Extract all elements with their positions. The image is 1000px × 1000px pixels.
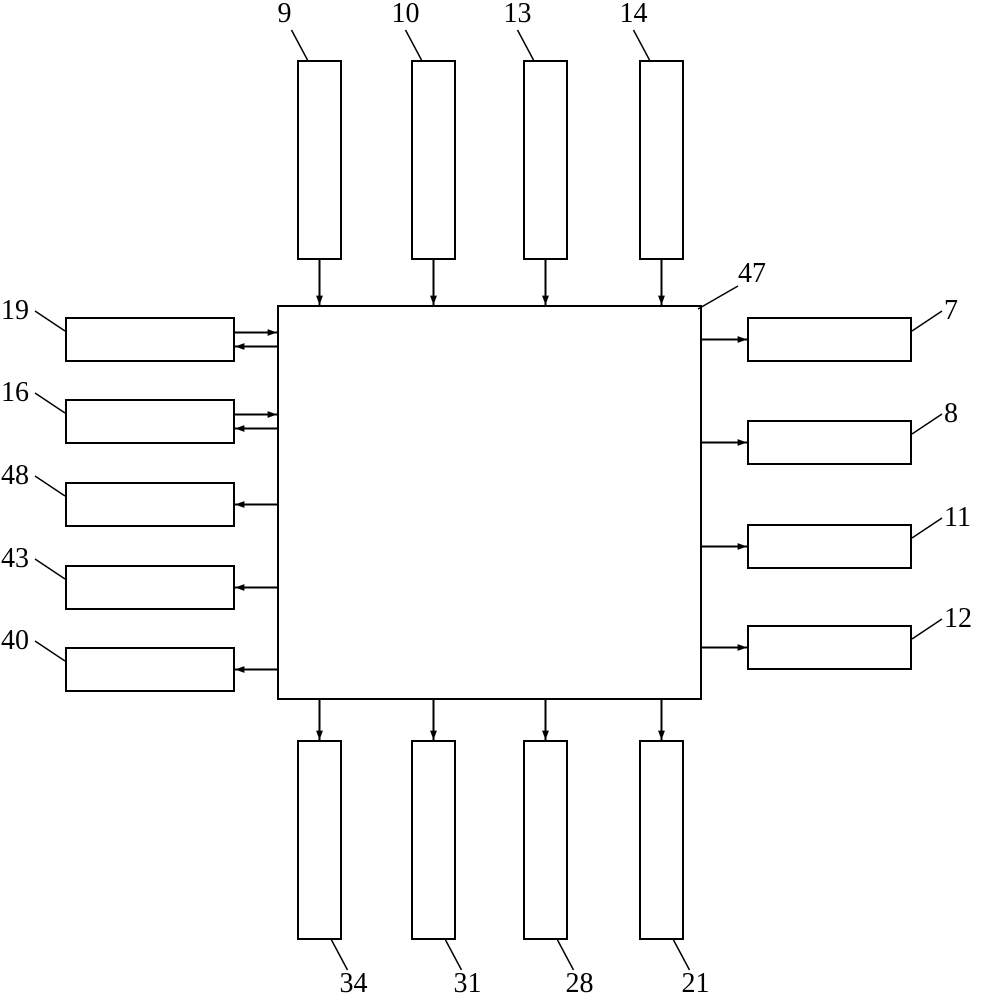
bottom-label-3: 21 (682, 968, 710, 1000)
bottom-label-0: 34 (340, 968, 368, 1000)
bottom-block-2 (523, 740, 568, 940)
left-label-0: 19 (1, 295, 29, 327)
left-label-4: 40 (1, 625, 29, 657)
right-label-1: 8 (944, 398, 958, 430)
top-block-3 (639, 60, 684, 260)
bottom-block-3 (639, 740, 684, 940)
top-label-2: 13 (504, 0, 532, 30)
bottom-label-1: 31 (454, 968, 482, 1000)
top-label-1: 10 (392, 0, 420, 30)
left-block-0 (65, 317, 235, 362)
left-block-3 (65, 565, 235, 610)
top-block-2 (523, 60, 568, 260)
right-label-2: 11 (944, 502, 971, 534)
right-label-0: 7 (944, 295, 958, 327)
right-block-3 (747, 625, 912, 670)
right-block-0 (747, 317, 912, 362)
top-label-0: 9 (278, 0, 292, 30)
bottom-block-0 (297, 740, 342, 940)
left-block-1 (65, 399, 235, 444)
bottom-block-1 (411, 740, 456, 940)
right-block-1 (747, 420, 912, 465)
left-label-2: 48 (1, 460, 29, 492)
top-label-3: 14 (620, 0, 648, 30)
left-block-2 (65, 482, 235, 527)
central-label: 47 (738, 258, 766, 290)
left-label-1: 16 (1, 377, 29, 409)
left-label-3: 43 (1, 543, 29, 575)
right-block-2 (747, 524, 912, 569)
top-block-0 (297, 60, 342, 260)
left-block-4 (65, 647, 235, 692)
right-label-3: 12 (944, 603, 972, 635)
bottom-label-2: 28 (566, 968, 594, 1000)
top-block-1 (411, 60, 456, 260)
